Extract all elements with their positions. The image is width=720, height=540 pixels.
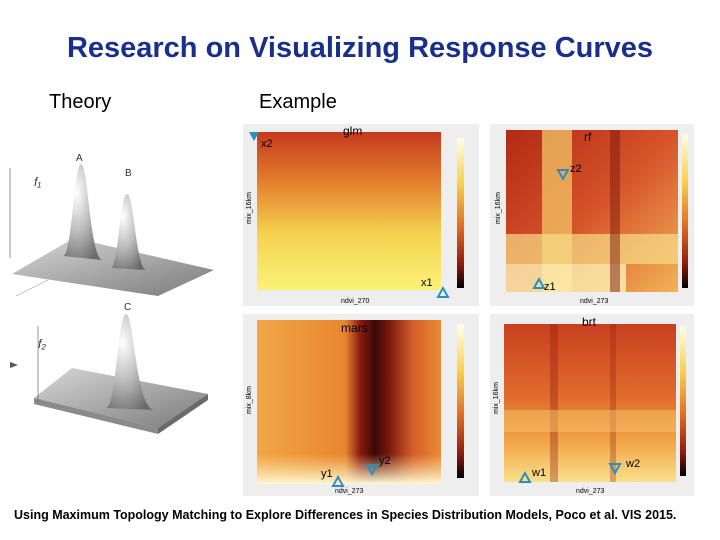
brt-marker-w1: w1 bbox=[531, 467, 546, 479]
example-label: Example bbox=[259, 91, 337, 113]
rf-marker-z1: z1 bbox=[544, 281, 556, 293]
f1-axis-label: f₁ bbox=[34, 175, 41, 189]
citation-caption: Using Maximum Topology Matching to Explo… bbox=[14, 508, 677, 522]
rf-xlabel: ndvi_273 bbox=[580, 298, 609, 305]
rf-marker-z2: z2 bbox=[570, 163, 582, 175]
glm-marker-x2: x2 bbox=[261, 138, 273, 150]
brt-xlabel: ndvi_273 bbox=[576, 488, 605, 495]
rf-title: rf bbox=[584, 130, 592, 144]
rf-heatmap-panel: rf ndvi_273 mix_16km z2 z1 bbox=[490, 124, 694, 306]
brt-heatmap-panel: brt ndvi_273 mix_16km w1 w2 bbox=[490, 314, 694, 496]
mars-heatmap-panel: mars ndvi_273 mix_8km y1 y2 bbox=[243, 314, 479, 496]
peak-b-label: B bbox=[125, 168, 132, 179]
mars-title: mars bbox=[341, 321, 368, 335]
glm-heatmap-panel: glm ndvi_270 mix_16km x2 x1 bbox=[243, 124, 479, 306]
glm-title: glm bbox=[343, 124, 362, 138]
mars-ylabel: mix_8km bbox=[246, 386, 253, 414]
theory-surface-bottom: f₂ C bbox=[10, 302, 208, 434]
glm-ylabel: mix_16km bbox=[246, 192, 253, 224]
peak-c-label: C bbox=[124, 302, 131, 313]
brt-marker-w2: w2 bbox=[625, 458, 640, 470]
brt-title: brt bbox=[582, 315, 597, 329]
mars-marker-y1: y1 bbox=[321, 468, 333, 480]
rf-ylabel: mix_16km bbox=[495, 192, 502, 224]
peak-a-label: A bbox=[76, 153, 83, 164]
slide-title: Research on Visualizing Response Curves bbox=[66, 32, 654, 64]
theory-label: Theory bbox=[49, 91, 112, 113]
mars-xlabel: ndvi_273 bbox=[335, 488, 364, 495]
glm-marker-x1: x1 bbox=[421, 277, 433, 289]
mars-marker-y2: y2 bbox=[379, 455, 391, 467]
brt-ylabel: mix_16km bbox=[493, 382, 500, 414]
f2-axis-label: f₂ bbox=[38, 337, 46, 351]
glm-xlabel: ndvi_270 bbox=[341, 298, 370, 305]
theory-surface-top: f₁ A B bbox=[9, 128, 214, 296]
